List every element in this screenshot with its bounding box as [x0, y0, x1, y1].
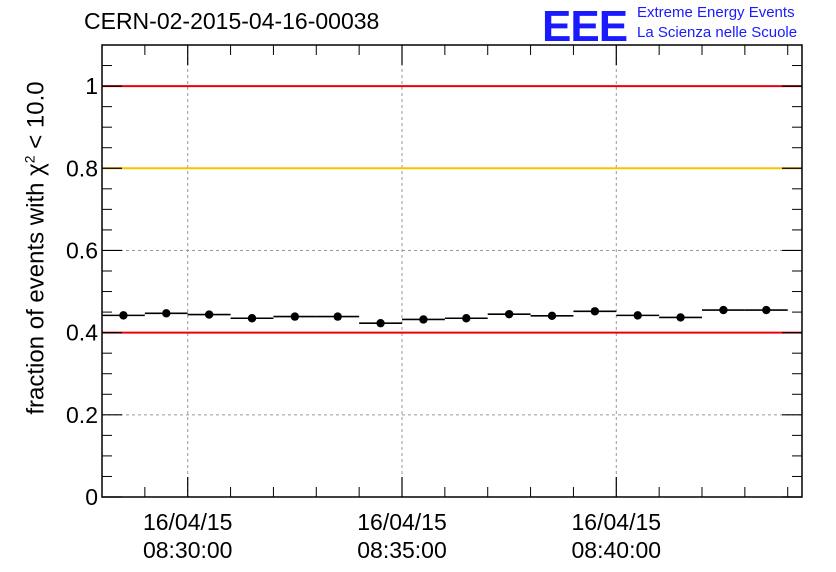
data-point [590, 307, 600, 316]
y-axis-label: fraction of events with χ2 < 10.0 [22, 81, 51, 414]
axis-ticks [102, 45, 802, 498]
data-point [119, 311, 128, 320]
tick-labels: 00.20.40.60.8116/04/1508:30:0016/04/1508… [66, 73, 661, 563]
y-axis-label-sup: 2 [21, 155, 38, 164]
x-tick-date-label: 16/04/15 [143, 509, 233, 535]
logo-line-2: La Scienza nelle Scuole [637, 24, 798, 41]
y-axis-label-chi: χ [22, 163, 50, 176]
x-tick-time-label: 08:35:00 [357, 537, 447, 563]
plot-frame [101, 44, 803, 498]
y-axis-label-prefix: fraction of events with [22, 175, 50, 415]
chart-title: CERN-02-2015-04-16-00038 [84, 8, 380, 34]
x-tick-time-label: 08:30:00 [143, 537, 233, 563]
grid [102, 45, 802, 497]
x-tick-date-label: 16/04/15 [572, 509, 662, 535]
y-tick-label: 0 [85, 484, 98, 510]
y-tick-label: 0.2 [66, 402, 98, 428]
y-tick-label: 0.8 [66, 155, 98, 181]
reference-lines [102, 85, 802, 334]
data-point [333, 312, 342, 321]
y-tick-label: 0.6 [66, 237, 98, 263]
eee-logo: EEE [542, 2, 628, 51]
y-axis-label-suffix: < 10.0 [22, 81, 50, 156]
data-points [102, 305, 788, 328]
data-point [462, 314, 471, 323]
data-point [376, 318, 385, 328]
data-point [204, 310, 214, 319]
data-point [247, 314, 257, 323]
data-point [419, 315, 428, 324]
data-point [504, 309, 514, 319]
y-tick-label: 1 [85, 73, 98, 99]
logo-line-1: Extreme Energy Events [637, 4, 795, 21]
y-tick-label: 0.4 [66, 320, 98, 346]
data-point [547, 311, 557, 320]
data-point [676, 313, 685, 322]
data-point [762, 305, 771, 315]
data-point [719, 305, 728, 315]
x-tick-date-label: 16/04/15 [357, 509, 447, 535]
x-tick-time-label: 08:40:00 [572, 537, 662, 563]
data-point [290, 312, 300, 321]
data-point [162, 309, 171, 318]
data-point [633, 311, 642, 320]
